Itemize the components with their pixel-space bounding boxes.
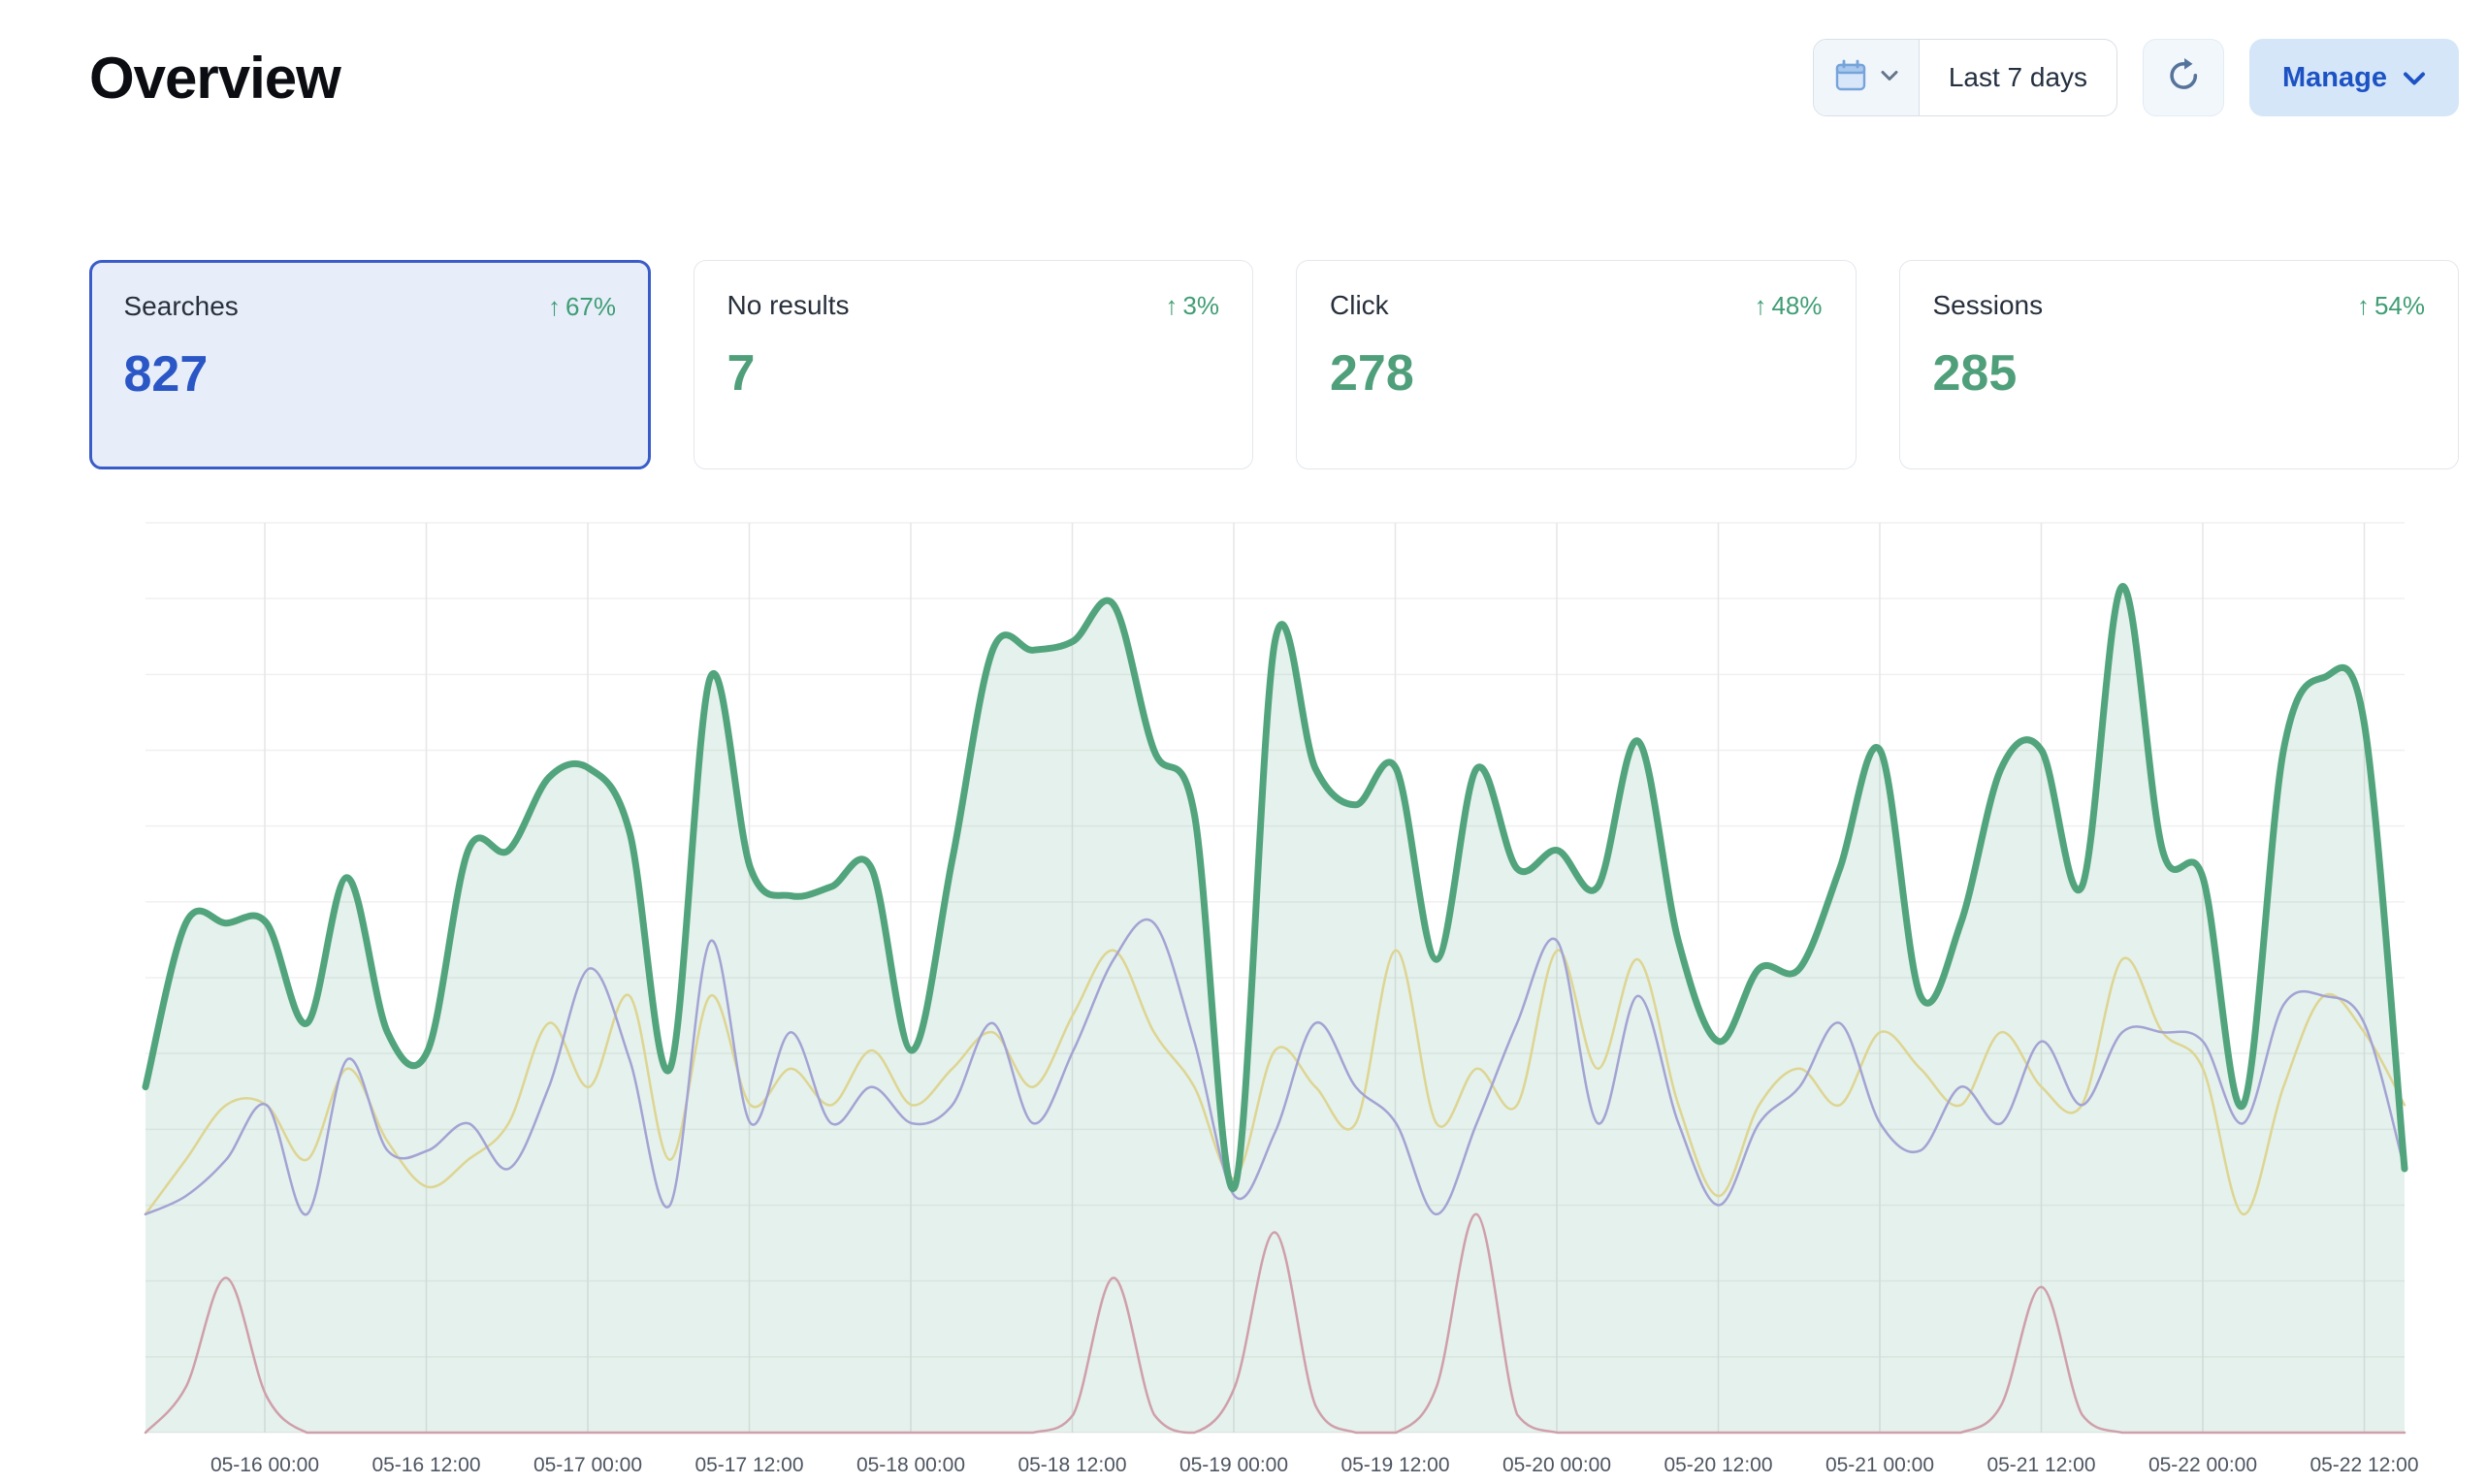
metric-delta: ↑ 54%: [2357, 291, 2425, 321]
metric-delta: ↑ 67%: [548, 292, 616, 322]
manage-button[interactable]: Manage: [2249, 39, 2459, 116]
svg-text:05-20 12:00: 05-20 12:00: [1663, 1454, 1772, 1476]
metric-delta: ↑ 3%: [1165, 291, 1219, 321]
calendar-picker-button[interactable]: [1813, 40, 1920, 115]
chevron-down-icon: [2403, 62, 2426, 94]
svg-text:05-16 00:00: 05-16 00:00: [210, 1454, 319, 1476]
overview-chart: 05-16 00:00 05-16 12:00 05-17 00:00 05-17 1…: [142, 522, 2419, 1476]
metric-label: Sessions: [1932, 290, 2044, 320]
metric-delta: ↑ 48%: [1754, 291, 1822, 321]
svg-text:05-19 00:00: 05-19 00:00: [1179, 1454, 1288, 1476]
trend-up-icon: ↑: [1754, 291, 1767, 320]
page-title: Overview: [89, 45, 341, 111]
metric-delta-value: 3%: [1182, 291, 1219, 320]
svg-text:05-18 00:00: 05-18 00:00: [856, 1454, 965, 1476]
svg-text:05-22 12:00: 05-22 12:00: [2309, 1454, 2418, 1476]
manage-button-label: Manage: [2282, 61, 2387, 93]
trend-up-icon: ↑: [2356, 291, 2370, 320]
date-range-control[interactable]: Last 7 days: [1812, 39, 2118, 116]
analytics-chart-container: 05-16 00:00 05-16 12:00 05-17 00:00 05-17 1…: [89, 495, 2459, 1476]
metric-label: No results: [727, 290, 850, 320]
metric-delta-value: 48%: [1771, 291, 1823, 320]
svg-text:05-17 00:00: 05-17 00:00: [533, 1454, 642, 1476]
metric-cards-row: Searches ↑ 67% 827 No results ↑ 3% 7 Cli…: [89, 260, 2459, 469]
metric-card-sessions[interactable]: Sessions ↑ 54% 285: [1898, 260, 2459, 469]
svg-text:05-20 00:00: 05-20 00:00: [1502, 1454, 1611, 1476]
metric-card-click[interactable]: Click ↑ 48% 278: [1296, 260, 1857, 469]
metric-delta-value: 54%: [2374, 291, 2425, 320]
metric-value: 7: [727, 345, 756, 402]
svg-text:05-16 12:00: 05-16 12:00: [371, 1454, 480, 1476]
metric-card-searches[interactable]: Searches ↑ 67% 827: [89, 260, 651, 469]
metric-value: 285: [1932, 345, 2018, 402]
svg-text:05-17 12:00: 05-17 12:00: [694, 1454, 803, 1476]
metric-delta-value: 67%: [565, 291, 616, 321]
refresh-icon: [2165, 57, 2202, 99]
svg-text:05-18 12:00: 05-18 12:00: [1017, 1454, 1126, 1476]
page-header: Overview Last 7 days: [0, 0, 2487, 116]
metric-label: Searches: [123, 290, 239, 321]
metric-value: 827: [123, 345, 209, 403]
chevron-down-icon: [1880, 69, 1899, 87]
refresh-button[interactable]: [2143, 39, 2225, 116]
header-controls: Last 7 days Manage: [1812, 39, 2459, 116]
date-range-label[interactable]: Last 7 days: [1948, 62, 2088, 92]
metric-card-no-results[interactable]: No results ↑ 3% 7: [693, 260, 1253, 469]
svg-text:05-21 00:00: 05-21 00:00: [1825, 1454, 1934, 1476]
trend-up-icon: ↑: [547, 291, 561, 321]
metric-label: Click: [1330, 290, 1389, 320]
svg-text:05-21 12:00: 05-21 12:00: [1986, 1454, 2095, 1476]
trend-up-icon: ↑: [1165, 291, 1179, 320]
svg-text:05-19 12:00: 05-19 12:00: [1340, 1454, 1449, 1476]
svg-text:05-22 00:00: 05-22 00:00: [2148, 1454, 2257, 1476]
metric-value: 278: [1330, 345, 1414, 402]
calendar-icon: [1833, 58, 1868, 98]
